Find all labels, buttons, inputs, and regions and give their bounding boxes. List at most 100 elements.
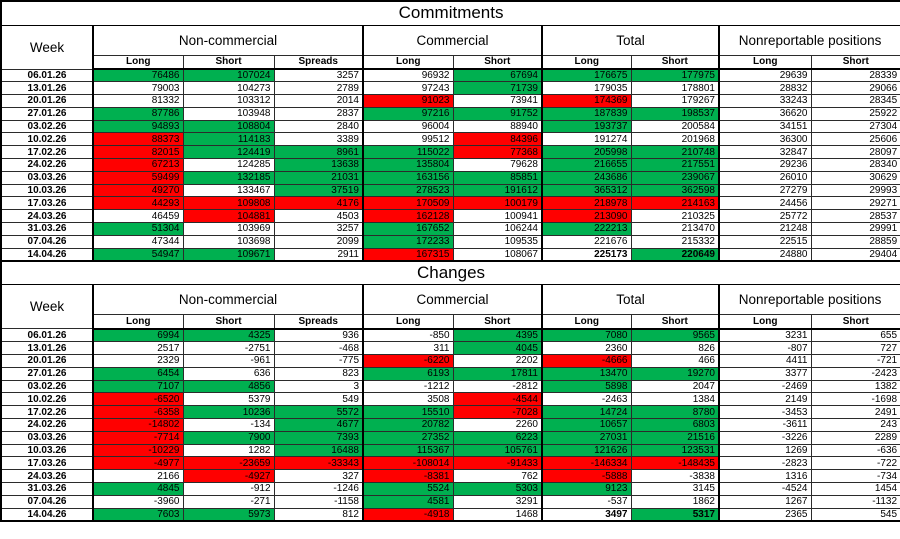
value-cell[interactable]: 103312	[182, 94, 275, 108]
value-cell[interactable]: 3508	[362, 392, 454, 407]
value-cell[interactable]: 4677	[273, 418, 364, 432]
value-cell[interactable]: 3291	[452, 494, 543, 509]
value-cell[interactable]: 71739	[452, 81, 543, 96]
value-cell[interactable]: 37519	[273, 183, 364, 198]
value-cell[interactable]: 167315	[362, 247, 454, 262]
value-cell[interactable]: 82015	[92, 145, 184, 160]
week-cell[interactable]: 03.02.26	[0, 379, 94, 394]
week-cell[interactable]: 27.01.26	[0, 366, 94, 381]
value-cell[interactable]: -3838	[630, 469, 720, 484]
value-cell[interactable]: 133467	[182, 183, 275, 198]
value-cell[interactable]: -537	[541, 494, 632, 509]
value-cell[interactable]: 179267	[630, 94, 720, 108]
value-cell[interactable]: -1212	[362, 379, 454, 394]
value-cell[interactable]: 2491	[810, 405, 900, 420]
value-cell[interactable]: -146334	[541, 456, 632, 471]
value-cell[interactable]: 73941	[452, 94, 543, 108]
value-cell[interactable]: 13638	[273, 158, 364, 172]
value-cell[interactable]: 213090	[541, 209, 632, 224]
value-cell[interactable]: -2463	[541, 392, 632, 407]
value-cell[interactable]: 77368	[452, 145, 543, 160]
value-cell[interactable]: -2423	[810, 366, 900, 381]
value-cell[interactable]: -468	[273, 341, 364, 356]
week-cell[interactable]: 24.03.26	[0, 469, 94, 484]
value-cell[interactable]: 172233	[362, 234, 454, 249]
value-cell[interactable]: 466	[630, 354, 720, 368]
value-cell[interactable]: 88940	[452, 119, 543, 134]
value-cell[interactable]: 5524	[362, 482, 454, 496]
value-cell[interactable]: 87786	[92, 106, 184, 121]
value-cell[interactable]: 1862	[630, 494, 720, 509]
value-cell[interactable]: -6358	[92, 405, 184, 420]
value-cell[interactable]: -4977	[92, 456, 184, 471]
value-cell[interactable]: -2469	[718, 379, 812, 394]
value-cell[interactable]: 4856	[182, 379, 275, 394]
value-cell[interactable]: 29639	[718, 68, 812, 83]
week-cell[interactable]: 17.03.26	[0, 196, 94, 211]
value-cell[interactable]: -6220	[362, 354, 454, 368]
value-cell[interactable]: 30629	[810, 170, 900, 185]
value-cell[interactable]: 823	[273, 366, 364, 381]
value-cell[interactable]: 97216	[362, 106, 454, 121]
value-cell[interactable]: -722	[810, 456, 900, 471]
value-cell[interactable]: 545	[810, 507, 900, 522]
value-cell[interactable]: 21031	[273, 170, 364, 185]
value-cell[interactable]: 54947	[92, 247, 184, 262]
value-cell[interactable]: 220649	[630, 247, 720, 262]
value-cell[interactable]: 3	[273, 379, 364, 394]
value-cell[interactable]: 5303	[452, 482, 543, 496]
value-cell[interactable]: 105761	[452, 443, 543, 458]
value-cell[interactable]: 215332	[630, 234, 720, 249]
value-cell[interactable]: 123531	[630, 443, 720, 458]
value-cell[interactable]: 28339	[810, 68, 900, 83]
week-cell[interactable]: 07.04.26	[0, 234, 94, 249]
value-cell[interactable]: 17811	[452, 366, 543, 381]
value-cell[interactable]: 6994	[92, 328, 184, 343]
week-cell[interactable]: 03.03.26	[0, 430, 94, 445]
value-cell[interactable]: 4845	[92, 482, 184, 496]
value-cell[interactable]: -721	[810, 354, 900, 368]
value-cell[interactable]: 362598	[630, 183, 720, 198]
value-cell[interactable]: 2837	[273, 106, 364, 121]
value-cell[interactable]: 2289	[810, 430, 900, 445]
value-cell[interactable]: 9123	[541, 482, 632, 496]
value-cell[interactable]: 2047	[630, 379, 720, 394]
value-cell[interactable]: -3611	[718, 418, 812, 432]
value-cell[interactable]: 97243	[362, 81, 454, 96]
value-cell[interactable]: 67694	[452, 68, 543, 83]
value-cell[interactable]: 33243	[718, 94, 812, 108]
value-cell[interactable]: 205998	[541, 145, 632, 160]
value-cell[interactable]: -4666	[541, 354, 632, 368]
week-cell[interactable]: 14.04.26	[0, 507, 94, 522]
value-cell[interactable]: -108014	[362, 456, 454, 471]
value-cell[interactable]: 115367	[362, 443, 454, 458]
week-cell[interactable]: 13.01.26	[0, 341, 94, 356]
value-cell[interactable]: 10236	[182, 405, 275, 420]
value-cell[interactable]: 100941	[452, 209, 543, 224]
value-cell[interactable]: 124285	[182, 158, 275, 172]
value-cell[interactable]: 29236	[718, 158, 812, 172]
value-cell[interactable]: 2329	[92, 354, 184, 368]
value-cell[interactable]: -2751	[182, 341, 275, 356]
value-cell[interactable]: 2149	[718, 392, 812, 407]
value-cell[interactable]: -4927	[182, 469, 275, 484]
value-cell[interactable]: 5379	[182, 392, 275, 407]
value-cell[interactable]: 2166	[92, 469, 184, 484]
value-cell[interactable]: 106244	[452, 222, 543, 236]
value-cell[interactable]: 3377	[718, 366, 812, 381]
value-cell[interactable]: 104881	[182, 209, 275, 224]
value-cell[interactable]: 217551	[630, 158, 720, 172]
value-cell[interactable]: -23659	[182, 456, 275, 471]
value-cell[interactable]: 121626	[541, 443, 632, 458]
value-cell[interactable]: 21248	[718, 222, 812, 236]
value-cell[interactable]: 1382	[810, 379, 900, 394]
value-cell[interactable]: 29271	[810, 196, 900, 211]
value-cell[interactable]: -6520	[92, 392, 184, 407]
value-cell[interactable]: -1158	[273, 494, 364, 509]
value-cell[interactable]: 25922	[810, 106, 900, 121]
value-cell[interactable]: 214163	[630, 196, 720, 211]
value-cell[interactable]: 88373	[92, 132, 184, 147]
value-cell[interactable]: -91433	[452, 456, 543, 471]
value-cell[interactable]: 365312	[541, 183, 632, 198]
value-cell[interactable]: 221676	[541, 234, 632, 249]
